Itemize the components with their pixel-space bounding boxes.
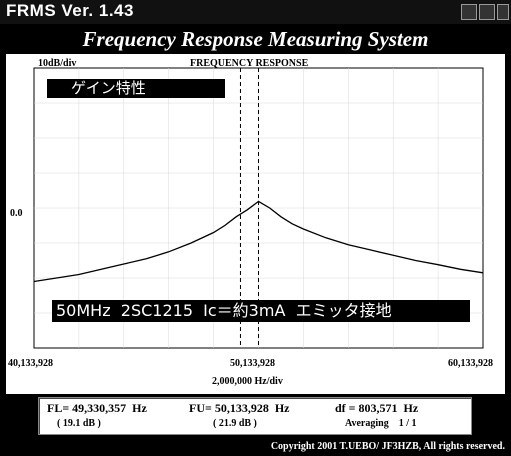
condition-banner: 50MHz 2SC1215 Ic＝約3mA エミッタ接地 bbox=[52, 300, 470, 322]
fl-value: FL= 49,330,357 Hz bbox=[47, 401, 147, 415]
status-panel: FL= 49,330,357 Hz ( 19.1 dB ) FU= 50,133… bbox=[38, 397, 472, 435]
close-icon[interactable] bbox=[497, 4, 509, 20]
x-tick-label-left: 40,133,928 bbox=[8, 358, 53, 369]
minimize-icon[interactable] bbox=[461, 4, 477, 20]
averaging-value: Averaging 1 / 1 bbox=[345, 418, 417, 429]
page-title: Frequency Response Measuring System bbox=[82, 27, 429, 51]
x-tick-label-right: 60,133,928 bbox=[448, 358, 493, 369]
y-ref-label: 0.0 bbox=[10, 208, 23, 219]
title-bar: FRMS Ver. 1.43 bbox=[0, 0, 511, 24]
response-trace bbox=[33, 200, 484, 283]
app-title: FRMS Ver. 1.43 bbox=[6, 1, 134, 20]
fl-db-value: ( 19.1 dB ) bbox=[57, 418, 101, 429]
series-banner: ゲイン特性 bbox=[47, 79, 225, 98]
fu-value: FU= 50,133,928 Hz bbox=[189, 401, 290, 415]
maximize-icon[interactable] bbox=[479, 4, 495, 20]
graph-panel bbox=[6, 54, 505, 394]
fu-db-value: ( 21.9 dB ) bbox=[213, 418, 257, 429]
df-value: df = 803,571 Hz bbox=[335, 401, 419, 415]
y-scale-label: 10dB/div bbox=[38, 58, 77, 69]
chart-title: FREQUENCY RESPONSE bbox=[190, 58, 309, 69]
copyright-text: Copyright 2001 T.UEBO/ JF3HZB, All right… bbox=[270, 441, 505, 452]
x-tick-label-center: 50,133,928 bbox=[230, 358, 275, 369]
x-scale-label: 2,000,000 Hz/div bbox=[212, 376, 283, 387]
